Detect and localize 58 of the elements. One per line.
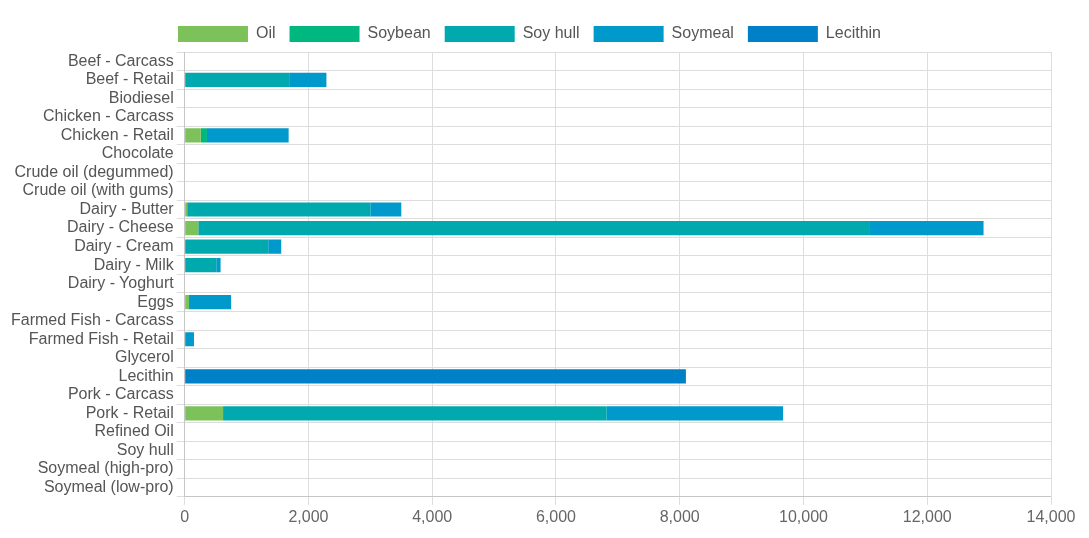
bar xyxy=(216,258,221,273)
y-tick-label: Farmed Fish - Carcass xyxy=(10,311,174,329)
bar xyxy=(606,406,784,421)
bar xyxy=(869,220,984,236)
y-tick-label: Dairy - Yoghurt xyxy=(67,274,175,292)
legend-label: Soymeal xyxy=(671,24,734,42)
bar xyxy=(200,128,207,143)
x-tick-label: 4,000 xyxy=(412,507,453,525)
bar xyxy=(268,239,282,254)
x-tick-label: 14,000 xyxy=(1026,507,1076,525)
y-tick-label: Refined Oil xyxy=(94,422,174,440)
y-tick-label: Eggs xyxy=(137,292,174,310)
y-tick-label: Beef - Retail xyxy=(85,70,174,88)
y-tick-label: Biodiesel xyxy=(108,88,174,106)
bar xyxy=(185,369,686,384)
y-tick-label: Glycerol xyxy=(115,348,174,366)
legend-label: Soy hull xyxy=(522,24,580,42)
legend-label: Oil xyxy=(255,24,276,42)
bar xyxy=(185,258,217,273)
y-tick-label: Beef - Carcass xyxy=(67,51,174,69)
bar xyxy=(206,128,289,143)
bar xyxy=(189,295,232,310)
bar xyxy=(370,202,402,217)
legend-label: Lecithin xyxy=(825,24,882,42)
bar xyxy=(185,239,269,254)
bar xyxy=(185,72,290,87)
x-tick-label: 12,000 xyxy=(902,507,952,525)
y-tick-label: Soymeal (high-pro) xyxy=(37,459,174,477)
bar xyxy=(185,332,194,347)
x-tick-label: 8,000 xyxy=(659,507,700,525)
x-tick-label: 10,000 xyxy=(779,507,829,525)
y-tick-label: Dairy - Milk xyxy=(93,255,175,273)
y-tick-label: Soy hull xyxy=(116,440,174,458)
bar xyxy=(185,220,199,236)
y-tick-label: Pork - Retail xyxy=(85,403,174,421)
y-tick-label: Soymeal (low-pro) xyxy=(43,477,174,495)
y-tick-label: Pork - Carcass xyxy=(67,385,174,403)
y-tick-label: Chicken - Carcass xyxy=(42,107,174,125)
y-tick-label: Chocolate xyxy=(101,144,174,162)
bar xyxy=(185,406,224,421)
bar xyxy=(187,202,371,217)
x-tick-label: 2,000 xyxy=(288,507,329,525)
x-tick-label: 0 xyxy=(180,507,190,525)
bar xyxy=(185,128,201,143)
y-tick-label: Chicken - Retail xyxy=(60,125,174,143)
legend-label: Soybean xyxy=(367,24,431,42)
y-tick-label: Dairy - Butter xyxy=(79,199,175,217)
y-tick-label: Dairy - Cheese xyxy=(66,218,174,236)
bar xyxy=(289,72,327,87)
x-tick-label: 6,000 xyxy=(535,507,577,525)
y-tick-label: Lecithin xyxy=(118,366,174,384)
bar xyxy=(223,406,607,421)
y-tick-label: Dairy - Cream xyxy=(74,237,174,255)
bar xyxy=(198,220,870,236)
y-tick-label: Crude oil (with gums) xyxy=(22,181,174,199)
y-tick-label: Farmed Fish - Retail xyxy=(28,329,174,347)
bar xyxy=(185,295,190,310)
y-tick-label: Crude oil (degummed) xyxy=(14,162,174,180)
